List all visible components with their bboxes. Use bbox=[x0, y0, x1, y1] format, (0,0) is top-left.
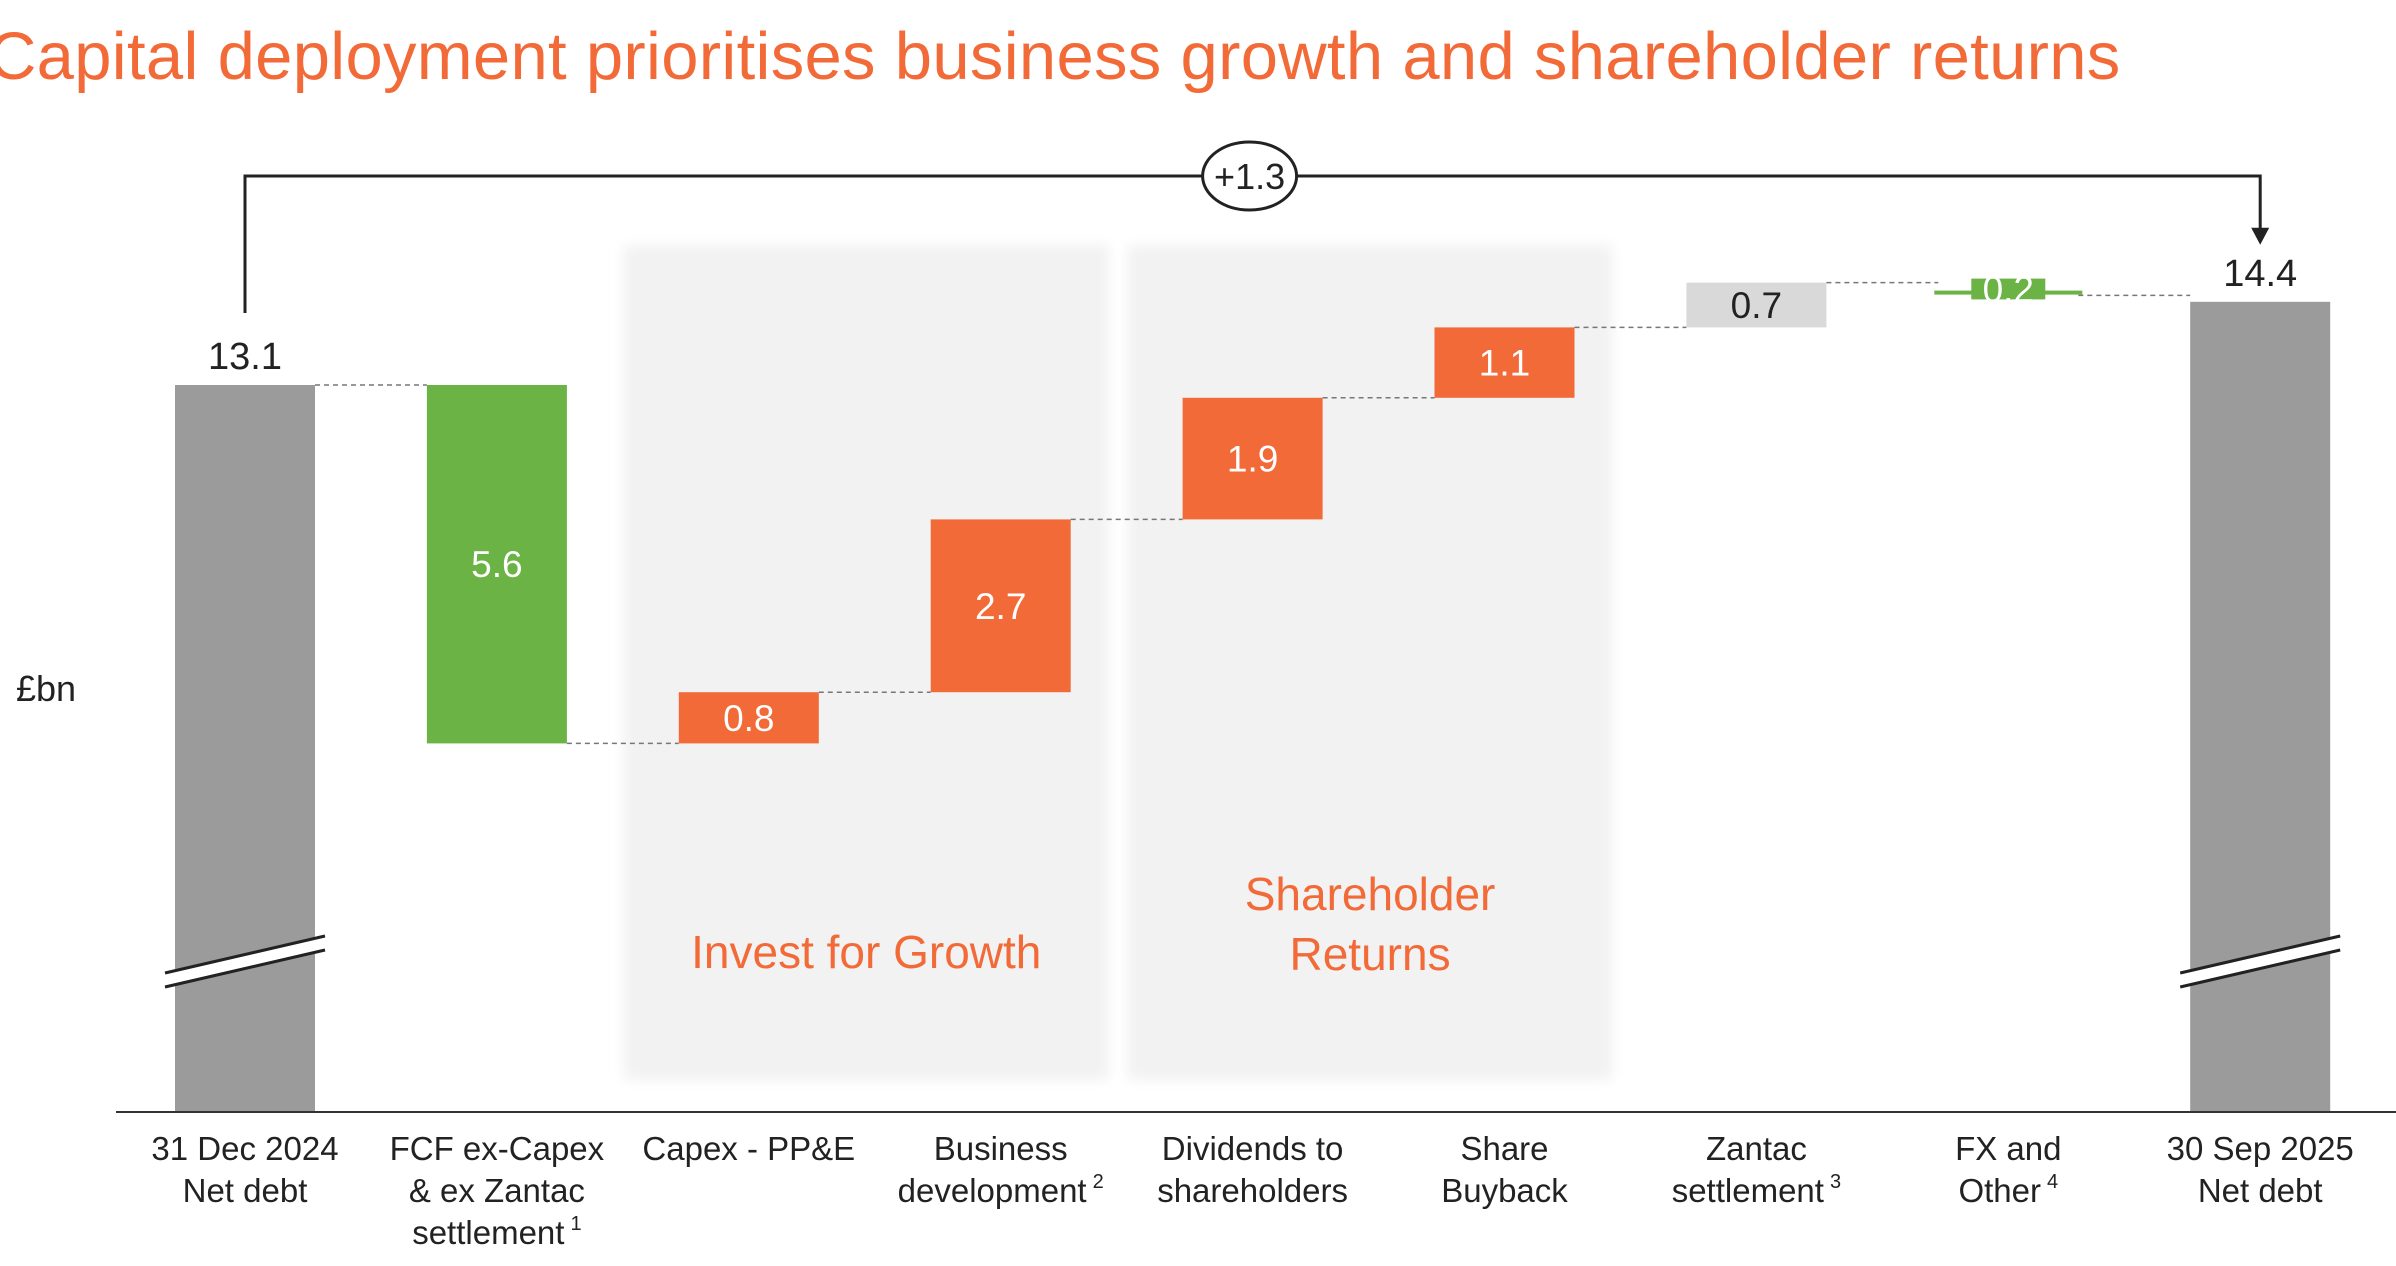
x-tick-label-share-buyback: Buyback bbox=[1441, 1172, 1568, 1209]
footnote-marker: 2 bbox=[1093, 1171, 1104, 1193]
axis-break-gap-31-dec-2024-net-debt bbox=[165, 936, 325, 987]
group-label-invest-for-growth: Invest for Growth bbox=[691, 926, 1041, 978]
bar-business-development bbox=[930, 519, 1071, 693]
bar-dividends-to-shareholders bbox=[1182, 397, 1323, 520]
x-tick-label-fcf-ex-capex-ex-zantac-settlement: & ex Zantac bbox=[409, 1172, 585, 1209]
x-tick-label-business-development: development 2 bbox=[898, 1171, 1104, 1209]
x-tick-label-31-dec-2024-net-debt: Net debt bbox=[183, 1172, 308, 1209]
page-title: Capital deployment prioritises business … bbox=[0, 19, 2121, 94]
data-label-30-sep-2025-net-debt: 14.4 bbox=[2223, 253, 2297, 295]
bridge-arrowhead bbox=[2251, 227, 2270, 245]
bridge-label: +1.3 bbox=[1214, 156, 1285, 197]
data-label-fcf-ex-capex-ex-zantac-settlement: 5.6 bbox=[471, 544, 522, 585]
group-label-shareholder-returns-line-1: Shareholder bbox=[1245, 868, 1496, 920]
bar-31-dec-2024-net-debt bbox=[175, 385, 315, 1112]
axis-break-line-31-dec-2024-net-debt bbox=[164, 934, 326, 975]
bridge-badge bbox=[1201, 140, 1299, 212]
x-tick-label-share-buyback: Share bbox=[1460, 1130, 1548, 1167]
data-label-dividends-to-shareholders: 1.9 bbox=[1227, 439, 1278, 480]
data-label-capex-pp-e: 0.8 bbox=[723, 698, 774, 739]
x-tick-label-31-dec-2024-net-debt: 31 Dec 2024 bbox=[151, 1130, 338, 1167]
x-tick-label-capex-pp-e: Capex - PP&E bbox=[642, 1130, 855, 1167]
x-tick-label-zantac-settlement: Zantac bbox=[1706, 1130, 1807, 1167]
x-tick-label-30-sep-2025-net-debt: 30 Sep 2025 bbox=[2167, 1130, 2354, 1167]
x-tick-label-fcf-ex-capex-ex-zantac-settlement: settlement 1 bbox=[412, 1213, 581, 1251]
bar-30-sep-2025-net-debt bbox=[2190, 301, 2331, 1112]
data-label-zantac-settlement: 0.7 bbox=[1731, 285, 1782, 326]
axis-break-line-30-sep-2025-net-debt bbox=[2179, 934, 2341, 975]
footnote-marker: 4 bbox=[2047, 1171, 2058, 1193]
bar-fcf-ex-capex-ex-zantac-settlement bbox=[426, 385, 567, 744]
y-axis-unit-label: £bn bbox=[16, 668, 77, 709]
x-tick-label-fcf-ex-capex-ex-zantac-settlement: FCF ex-Capex bbox=[390, 1130, 605, 1167]
x-tick-label-fx-and-other: FX and bbox=[1955, 1130, 2061, 1167]
x-tick-label-dividends-to-shareholders: shareholders bbox=[1157, 1172, 1348, 1209]
bar-share-buyback bbox=[1434, 327, 1575, 398]
footnote-marker: 3 bbox=[1830, 1171, 1841, 1193]
data-label-share-buyback: 1.1 bbox=[1479, 343, 1530, 384]
x-tick-label-dividends-to-shareholders: Dividends to bbox=[1162, 1130, 1344, 1167]
axis-break-gap-30-sep-2025-net-debt bbox=[2180, 936, 2341, 987]
x-tick-label-business-development: Business bbox=[934, 1130, 1068, 1167]
data-label-31-dec-2024-net-debt: 13.1 bbox=[208, 336, 282, 378]
bar-zantac-settlement bbox=[1686, 282, 1827, 328]
data-label-business-development: 2.7 bbox=[975, 586, 1026, 627]
x-tick-label-zantac-settlement: settlement 3 bbox=[1672, 1171, 1841, 1209]
x-tick-label-fx-and-other: Other 4 bbox=[1958, 1171, 2058, 1209]
bar-capex-pp-e bbox=[678, 692, 819, 744]
axis-break-line-31-dec-2024-net-debt bbox=[164, 948, 326, 989]
group-label-shareholder-returns-line-2: Returns bbox=[1290, 928, 1451, 980]
bar-fx-and-other bbox=[1971, 278, 2046, 300]
x-tick-label-30-sep-2025-net-debt: Net debt bbox=[2198, 1172, 2323, 1209]
axis-break-line-30-sep-2025-net-debt bbox=[2179, 948, 2341, 989]
footnote-marker: 1 bbox=[570, 1213, 581, 1235]
data-label-fx-and-other: 0.2 bbox=[1983, 269, 2034, 310]
